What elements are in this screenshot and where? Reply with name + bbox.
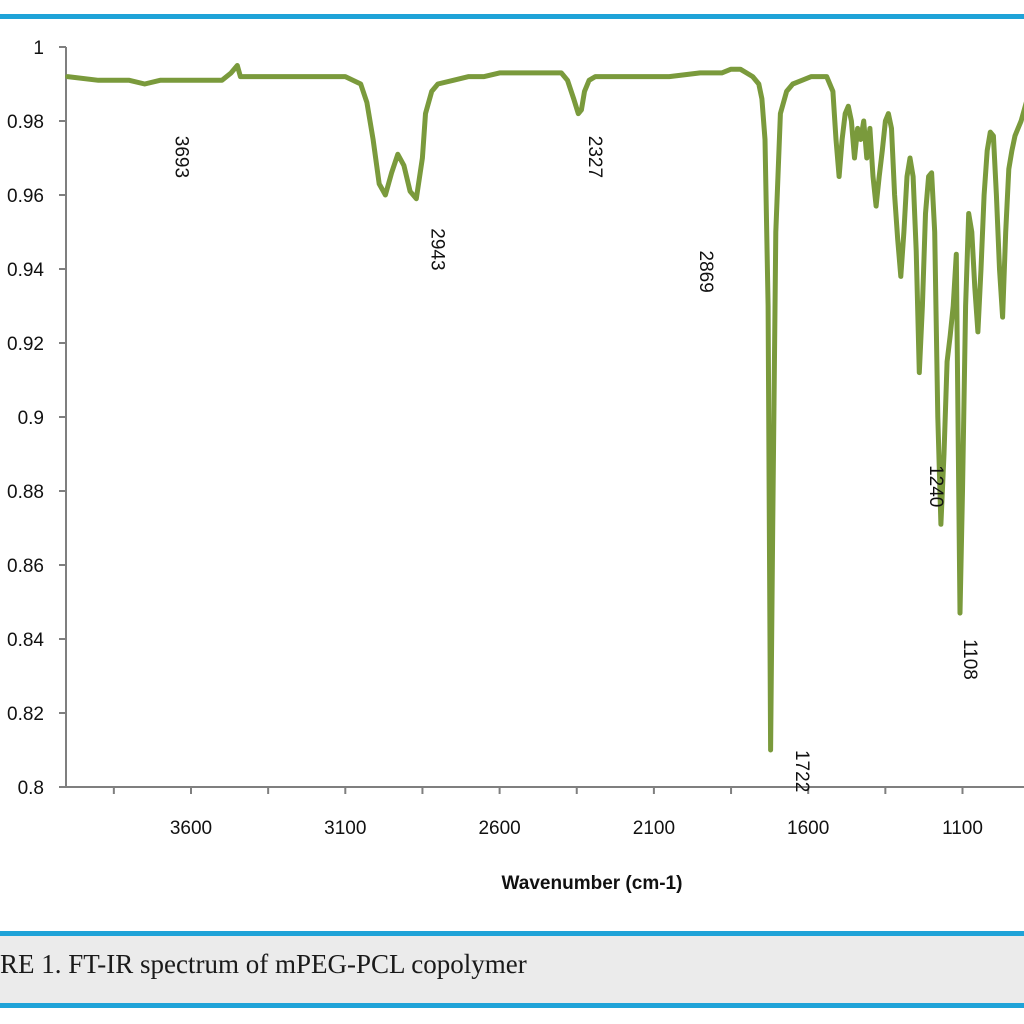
x-tick-label: 3100 [324, 818, 366, 839]
x-tick-label: 2600 [478, 818, 520, 839]
y-tick-label: 0.98 [7, 112, 44, 133]
y-axis: 1 0.98 0.96 0.94 0.92 0.9 0.88 0.86 0.84 0.82 0.8 [7, 38, 67, 799]
x-tick-label: 2100 [633, 818, 675, 839]
ftir-chart: 10.980.960.940.920.90.880.860.840.820.8 … [7, 38, 1024, 894]
y-tick-label: 0.9 [18, 408, 44, 429]
y-tick-label: 0.8 [18, 778, 44, 799]
y-tick-label: 0.92 [7, 334, 44, 355]
y-tick-label: 0.88 [7, 482, 44, 503]
spectrum-series [65, 63, 1024, 753]
x-axis-title: Wavenumber (cm-1) [502, 873, 683, 894]
x-tick-label: 3600 [170, 818, 212, 839]
x-axis: 3600 3100 2600 2100 1600 1100 [66, 786, 1024, 839]
peak-label: 1108 [959, 639, 980, 680]
peak-label: 3693 [171, 136, 192, 178]
y-tick-label: 0.96 [7, 186, 44, 207]
top-rule [0, 14, 1024, 19]
peak-label: 2943 [427, 228, 448, 270]
y-tick-label: 0.94 [7, 260, 44, 281]
caption-rule-top [0, 931, 1024, 936]
figure-caption: RE 1. FT-IR spectrum of mPEG-PCL copolym… [0, 949, 527, 979]
y-tick-label: 0.86 [7, 556, 44, 577]
x-tick-label: 1600 [787, 818, 829, 839]
x-tick-label: 1100 [942, 818, 983, 839]
peak-label: 1240 [925, 465, 946, 507]
caption-rule-bottom [0, 1003, 1024, 1008]
y-tick-label: 0.82 [7, 704, 44, 725]
peak-label: 2869 [695, 251, 716, 293]
y-tick-label: 0.84 [7, 630, 44, 651]
caption-box [0, 936, 1024, 1003]
peak-label: 1722 [791, 750, 812, 792]
spectrum-line [65, 63, 1024, 753]
y-tick-label: 1 [33, 38, 44, 59]
peak-annotations: 3693 2943 2327 2869 1722 1240 1108 [171, 136, 980, 792]
peak-label: 2327 [584, 136, 605, 178]
